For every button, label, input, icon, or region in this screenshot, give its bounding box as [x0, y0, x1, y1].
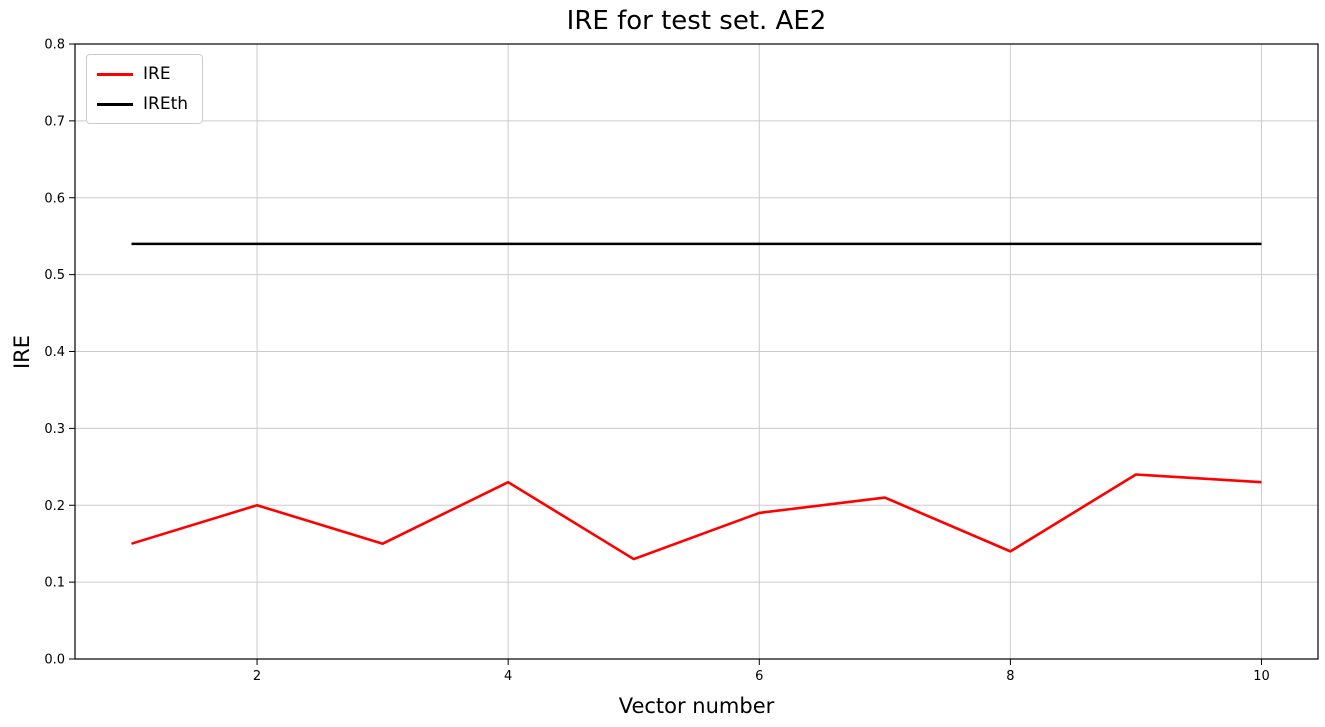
x-tick-label: 6: [755, 669, 763, 684]
x-tick-label: 10: [1253, 669, 1270, 684]
y-tick-label: 0.4: [44, 345, 65, 360]
y-tick-label: 0.1: [44, 576, 65, 591]
y-tick-label: 0.6: [44, 191, 65, 206]
x-tick-label: 4: [504, 669, 512, 684]
legend-label-ire: IRE: [143, 64, 171, 84]
y-tick-label: 0.0: [44, 653, 65, 668]
y-tick-label: 0.3: [44, 422, 65, 437]
y-tick-label: 0.8: [44, 38, 65, 53]
ireth-line-swatch: [97, 102, 133, 106]
ire-line: [131, 473, 1262, 561]
legend-item-ire: IRE: [97, 64, 188, 84]
legend-label-ireth: IREth: [143, 94, 189, 114]
y-tick-label: 0.7: [44, 114, 65, 129]
ire-line-swatch: [97, 72, 133, 76]
y-tick-label: 0.2: [44, 499, 65, 514]
x-tick-label: 2: [253, 669, 261, 684]
x-axis-label: Vector number: [618, 694, 775, 718]
chart-title: IRE for test set. AE2: [566, 6, 827, 36]
y-tick-label: 0.5: [44, 268, 65, 283]
legend: IRE IREth: [86, 54, 204, 124]
legend-item-ireth: IREth: [97, 94, 188, 114]
x-tick-label: 8: [1006, 669, 1014, 684]
